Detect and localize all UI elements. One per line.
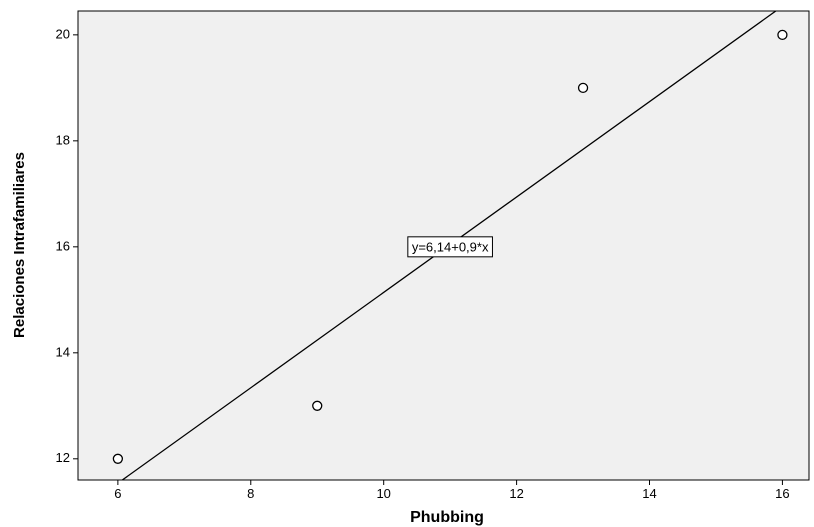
y-tick-label: 12 [56, 450, 70, 465]
data-point [777, 29, 788, 40]
y-tick-label: 20 [56, 26, 70, 41]
y-axis: 12 14 16 18 20 [56, 26, 78, 465]
fit-equation-label: y=6,14+0,9*x [412, 239, 489, 254]
fit-equation-box: y=6,14+0,9*x [407, 236, 493, 258]
data-point [577, 82, 589, 93]
y-axis-title: Relaciones Intrafamiliares [11, 152, 28, 338]
x-tick-label: 6 [114, 486, 121, 501]
data-point [312, 400, 323, 411]
data-points [112, 29, 788, 464]
x-tick-label: 10 [376, 486, 390, 501]
x-tick-label: 8 [247, 486, 254, 501]
x-axis-title: Phubbing [410, 509, 484, 526]
data-point [112, 453, 124, 464]
y-tick-label: 16 [56, 238, 70, 253]
x-tick-label: 16 [775, 486, 789, 501]
fit-equation-frame [407, 236, 493, 258]
x-tick-label: 12 [509, 486, 523, 501]
y-tick-label: 18 [56, 132, 70, 147]
y-tick-label: 14 [56, 344, 70, 359]
x-axis: 6 8 10 12 14 16 [114, 480, 790, 501]
x-tick-label: 14 [642, 486, 656, 501]
